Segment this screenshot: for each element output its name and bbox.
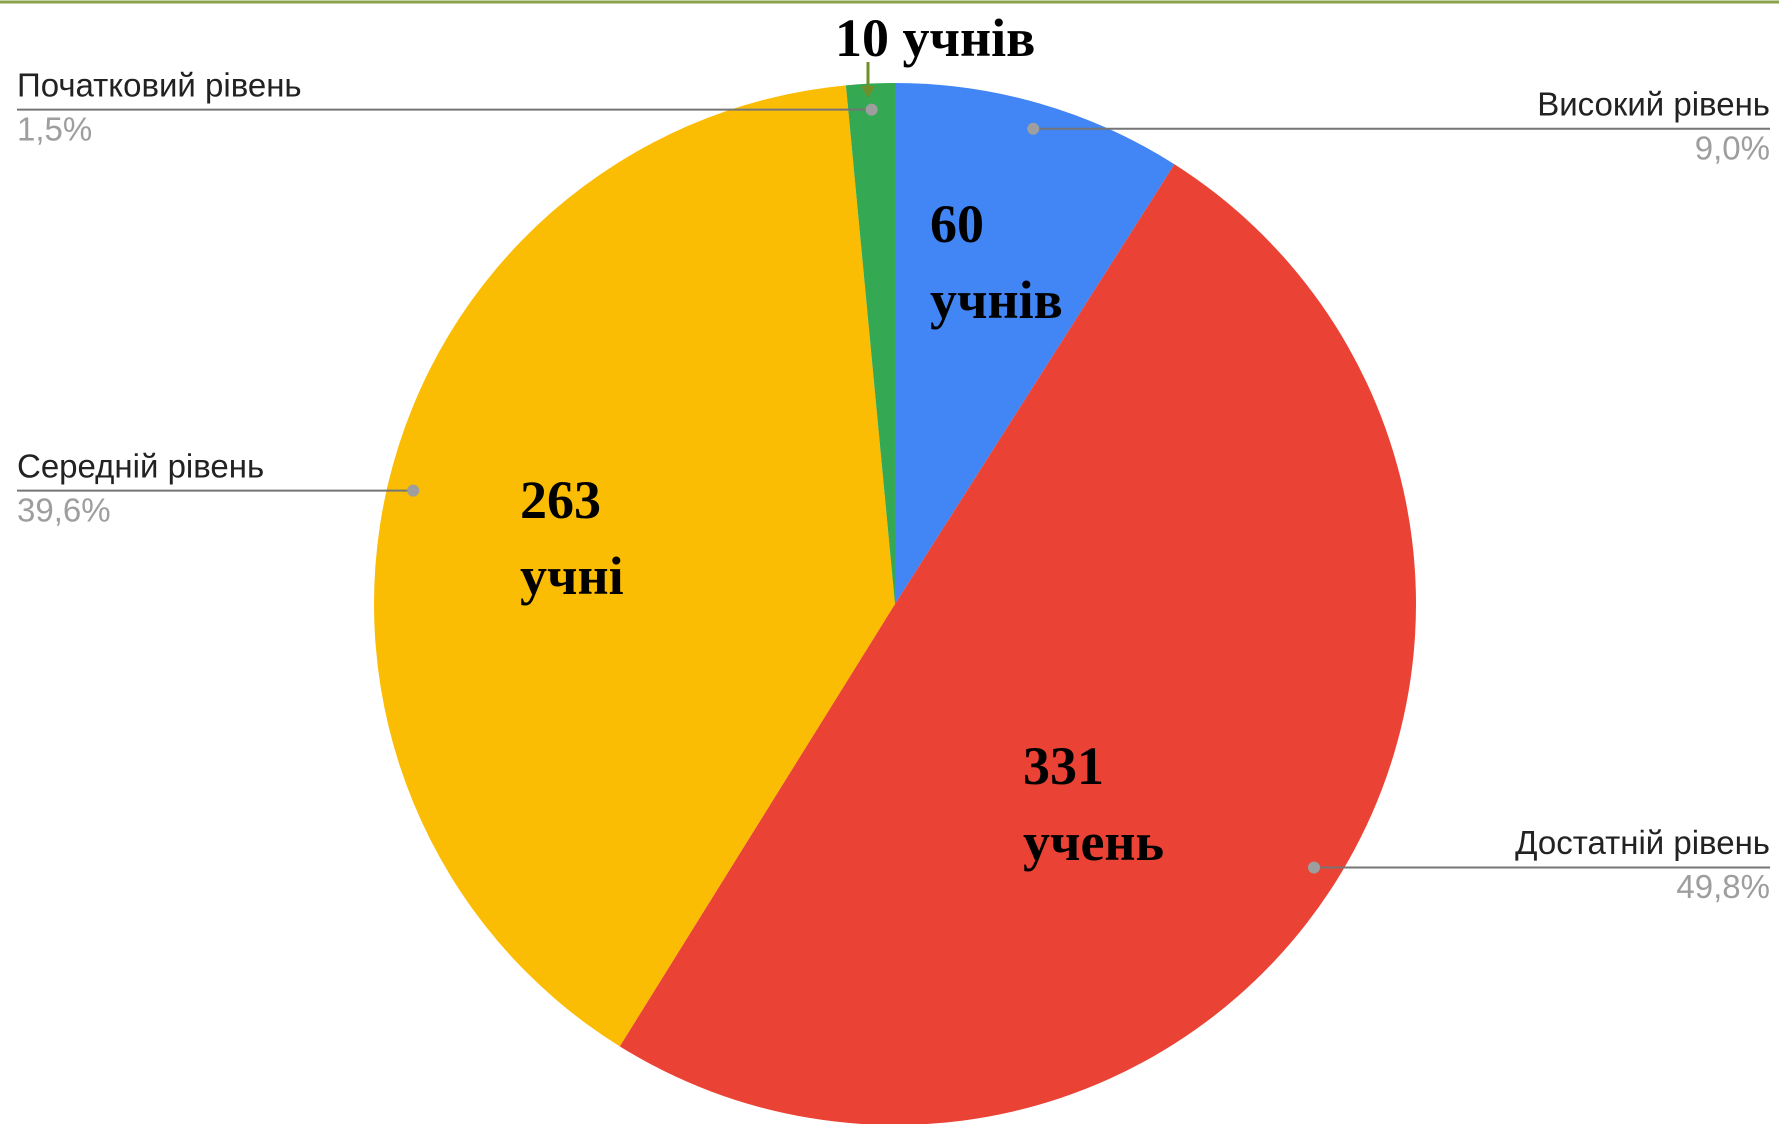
leader-dot bbox=[1307, 861, 1320, 874]
leader-dot bbox=[865, 103, 878, 116]
pie-slice bbox=[373, 85, 896, 1047]
pie-slice bbox=[895, 83, 1175, 604]
legend-label: Високий рівень bbox=[1537, 85, 1770, 122]
leader-dot bbox=[1027, 122, 1040, 135]
slice-annotation: 263 учні bbox=[520, 470, 624, 606]
slice-percent: 1,5% bbox=[17, 110, 92, 147]
slice-annotation: 331 учень bbox=[1023, 736, 1165, 872]
slice-percent: 39,6% bbox=[17, 491, 111, 528]
legend-label: Середній рівень bbox=[17, 447, 264, 484]
legend-label: Достатній рівень bbox=[1515, 824, 1770, 861]
slice-percent: 49,8% bbox=[1676, 868, 1770, 905]
slice-annotation: 60 учнів bbox=[930, 194, 1063, 330]
slice-annotation: 10 учнів bbox=[835, 8, 1036, 68]
pie-slice bbox=[619, 164, 1416, 1124]
legend-label: Початковий рівень bbox=[17, 66, 302, 103]
annotation-arrowhead bbox=[861, 86, 875, 98]
slice-percent: 9,0% bbox=[1695, 129, 1770, 166]
pie-slice bbox=[845, 83, 895, 604]
leader-dot bbox=[407, 484, 420, 497]
